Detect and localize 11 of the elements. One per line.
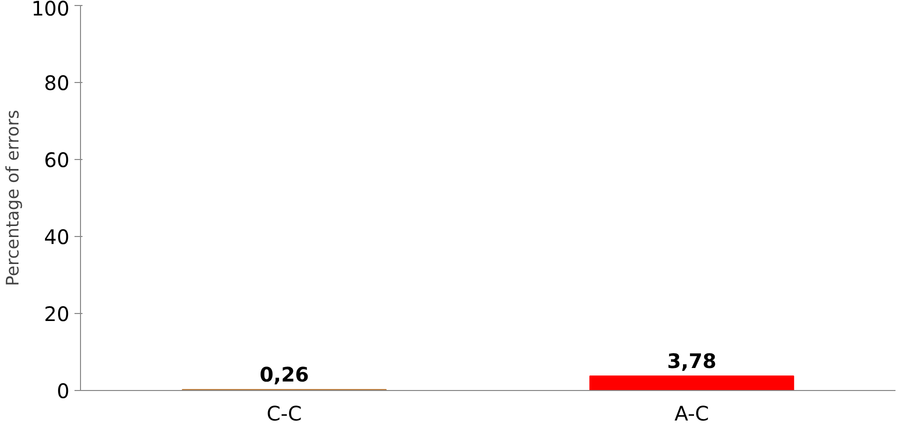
y-tick-label: 60: [44, 148, 70, 172]
x-tick-label: C-C: [266, 402, 302, 426]
y-tick-label: 100: [31, 0, 70, 20]
data-label: 0,26: [260, 362, 309, 386]
y-axis-title: Percentage of errors: [3, 110, 24, 286]
y-tick-label: 80: [44, 71, 70, 95]
y-tick-label: 20: [44, 302, 70, 326]
x-tick-label: A-C: [674, 402, 709, 426]
y-tick-label: 0: [56, 379, 70, 403]
y-tick-label: 40: [44, 225, 70, 249]
data-label: 3,78: [667, 348, 716, 373]
